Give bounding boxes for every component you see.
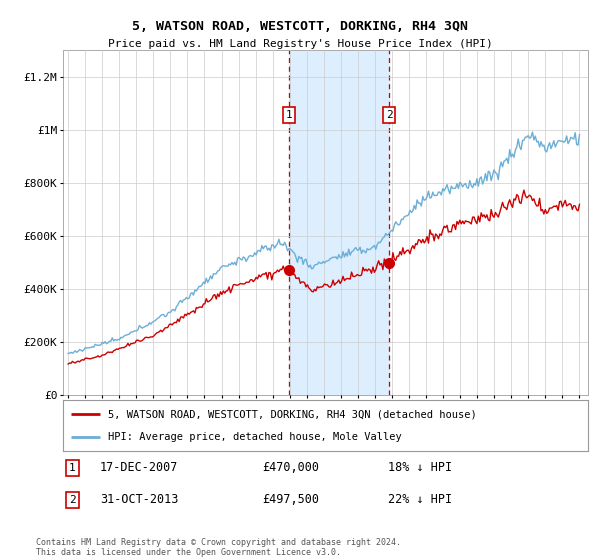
Text: 5, WATSON ROAD, WESTCOTT, DORKING, RH4 3QN: 5, WATSON ROAD, WESTCOTT, DORKING, RH4 3… <box>132 20 468 32</box>
Text: £470,000: £470,000 <box>263 461 320 474</box>
Text: 17-DEC-2007: 17-DEC-2007 <box>100 461 178 474</box>
Text: 31-OCT-2013: 31-OCT-2013 <box>100 493 178 506</box>
Text: 1: 1 <box>69 463 76 473</box>
Text: £497,500: £497,500 <box>263 493 320 506</box>
Text: 2: 2 <box>69 495 76 505</box>
Text: 2: 2 <box>386 110 392 120</box>
Text: 5, WATSON ROAD, WESTCOTT, DORKING, RH4 3QN (detached house): 5, WATSON ROAD, WESTCOTT, DORKING, RH4 3… <box>107 409 476 419</box>
Text: Contains HM Land Registry data © Crown copyright and database right 2024.
This d: Contains HM Land Registry data © Crown c… <box>36 538 401 557</box>
Text: 1: 1 <box>286 110 292 120</box>
Text: 22% ↓ HPI: 22% ↓ HPI <box>389 493 452 506</box>
Text: 18% ↓ HPI: 18% ↓ HPI <box>389 461 452 474</box>
Text: HPI: Average price, detached house, Mole Valley: HPI: Average price, detached house, Mole… <box>107 432 401 442</box>
Bar <box>289 50 389 395</box>
Text: Price paid vs. HM Land Registry's House Price Index (HPI): Price paid vs. HM Land Registry's House … <box>107 39 493 49</box>
